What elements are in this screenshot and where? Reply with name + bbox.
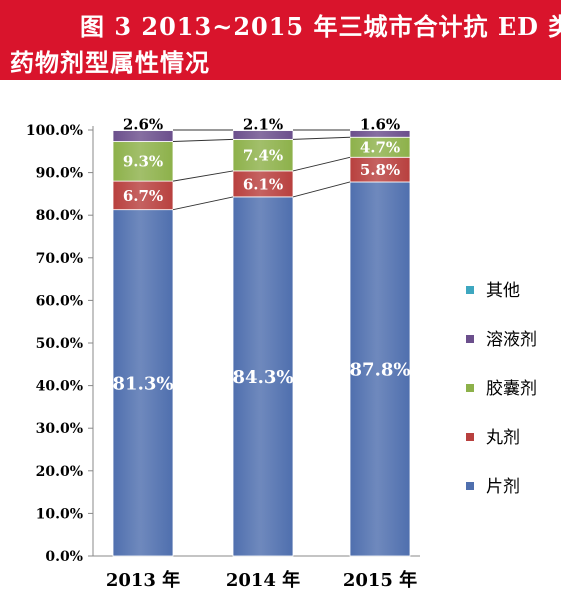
- data-label: 6.1%: [243, 175, 283, 193]
- data-label: 4.7%: [360, 139, 400, 157]
- data-label: 7.4%: [243, 147, 283, 165]
- series-connector-line: [172, 196, 234, 211]
- data-label: 1.6%: [360, 115, 400, 133]
- y-tick-label: 60.0%: [36, 293, 83, 309]
- bar-segment-丸剂: [349, 156, 411, 183]
- data-label: 84.3%: [233, 367, 294, 388]
- data-label: 5.8%: [360, 161, 400, 179]
- data-label: 2.1%: [243, 115, 283, 133]
- legend-swatch: [466, 286, 474, 294]
- bar-segment-胶囊剂: [112, 141, 174, 182]
- series-connector-line: [292, 136, 351, 140]
- bar-segment-胶囊剂: [232, 138, 294, 172]
- legend-swatch: [466, 482, 474, 490]
- legend-label: 胶囊剂: [486, 379, 537, 399]
- y-tick-label: 0.0%: [45, 549, 83, 565]
- y-tick-label: 10.0%: [36, 506, 83, 522]
- series-connector-line: [172, 170, 234, 182]
- data-label: 81.3%: [113, 373, 174, 394]
- series-connector-line: [172, 138, 234, 142]
- bar-segment-丸剂: [232, 170, 294, 198]
- y-tick-label: 100.0%: [26, 123, 83, 139]
- legend-label: 其他: [486, 281, 520, 301]
- legend-label: 溶液剂: [486, 330, 537, 350]
- x-tick-label: 2014 年: [226, 569, 300, 591]
- figure-title-banner: 图 3 2013~2015 年三城市合计抗 ED 类 药物剂型属性情况: [0, 0, 561, 80]
- bar-segment-片剂: [112, 209, 174, 557]
- y-tick-label: 30.0%: [36, 421, 83, 437]
- x-tick-label: 2013 年: [106, 569, 180, 591]
- bar-segment-片剂: [232, 196, 294, 557]
- y-tick-label: 50.0%: [36, 336, 83, 352]
- data-label: 9.3%: [123, 153, 163, 171]
- data-label: 87.8%: [350, 359, 411, 380]
- bar-segment-片剂: [349, 181, 411, 557]
- x-tick-label: 2015 年: [343, 569, 417, 591]
- series-connector-line: [292, 181, 351, 198]
- y-tick-label: 20.0%: [36, 464, 83, 480]
- y-tick-label: 70.0%: [36, 251, 83, 267]
- y-tick-label: 80.0%: [36, 208, 83, 224]
- y-tick-label: 90.0%: [36, 166, 83, 182]
- legend-label: 片剂: [486, 477, 520, 497]
- bar-segment-其他: [349, 129, 411, 131]
- legend-swatch: [466, 384, 474, 392]
- legend-label: 丸剂: [486, 428, 520, 448]
- figure-title-line-1: 图 3 2013~2015 年三城市合计抗 ED 类: [80, 12, 561, 41]
- data-label: 6.7%: [123, 187, 163, 205]
- series-connector-line: [292, 156, 351, 172]
- legend-swatch: [466, 433, 474, 441]
- data-label: 2.6%: [123, 115, 163, 133]
- bar-segment-其他: [112, 129, 174, 131]
- bar-segment-其他: [232, 129, 294, 131]
- figure-title-line-2: 药物剂型属性情况: [10, 48, 210, 77]
- y-tick-label: 40.0%: [36, 379, 83, 395]
- legend-swatch: [466, 335, 474, 343]
